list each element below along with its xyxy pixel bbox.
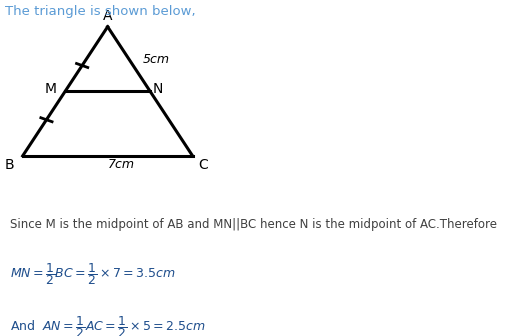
Text: M: M [45, 82, 57, 96]
Text: 7cm: 7cm [108, 158, 135, 171]
Text: And  $\mathit{AN} = \dfrac{1}{2}\mathit{AC} = \dfrac{1}{2} \times 5 = 2.5cm$: And $\mathit{AN} = \dfrac{1}{2}\mathit{A… [10, 313, 206, 336]
Text: C: C [198, 158, 208, 172]
Text: B: B [5, 158, 14, 172]
Text: N: N [153, 82, 163, 96]
Text: The triangle is shown below,: The triangle is shown below, [5, 5, 196, 18]
Text: Since M is the midpoint of AB and MN||BC hence N is the midpoint of AC.Therefore: Since M is the midpoint of AB and MN||BC… [10, 218, 497, 231]
Text: A: A [103, 9, 112, 23]
Text: $\mathit{MN} = \dfrac{1}{2}\mathit{BC} = \dfrac{1}{2} \times 7 = 3.5cm$: $\mathit{MN} = \dfrac{1}{2}\mathit{BC} =… [10, 261, 176, 287]
Text: 5cm: 5cm [143, 52, 170, 66]
